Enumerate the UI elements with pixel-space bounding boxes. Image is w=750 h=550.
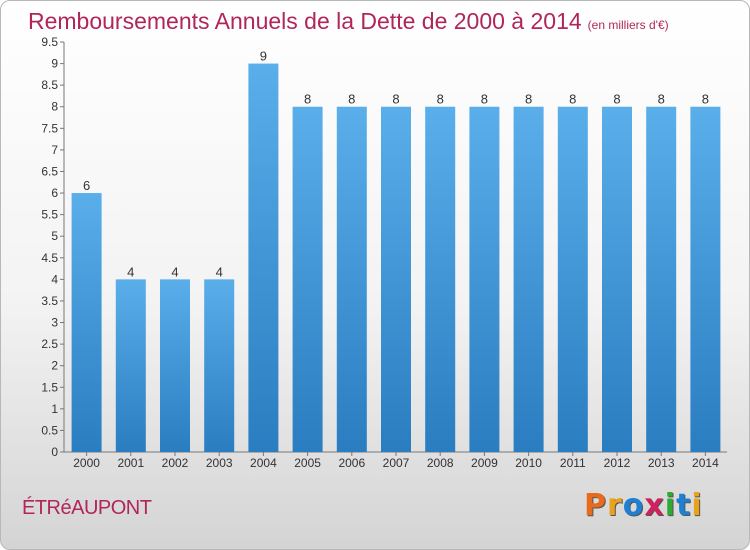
y-tick-label: 0.5 bbox=[41, 423, 58, 437]
x-tick-label: 2012 bbox=[604, 456, 631, 470]
x-tick-label: 2005 bbox=[294, 456, 321, 470]
logo-letter: o bbox=[622, 488, 645, 523]
x-tick-label: 2003 bbox=[206, 456, 233, 470]
bar-2009 bbox=[469, 106, 500, 452]
y-tick-label: 0 bbox=[51, 445, 58, 459]
data-label: 8 bbox=[613, 92, 620, 107]
x-tick-label: 2008 bbox=[427, 456, 454, 470]
x-tick-label: 2006 bbox=[338, 456, 365, 470]
y-tick-label: 5 bbox=[51, 229, 58, 243]
data-label: 4 bbox=[216, 264, 223, 279]
y-tick-label: 4 bbox=[51, 272, 58, 286]
bar-2013 bbox=[646, 106, 677, 452]
y-tick-label: 3.5 bbox=[41, 294, 58, 308]
y-tick-label: 1 bbox=[51, 402, 58, 416]
x-tick-label: 2002 bbox=[162, 456, 189, 470]
y-tick-label: 9.5 bbox=[41, 35, 58, 49]
y-tick-label: 1.5 bbox=[41, 380, 58, 394]
x-tick-label: 2000 bbox=[73, 456, 100, 470]
y-tick-label: 7.5 bbox=[41, 121, 58, 135]
bar-2006 bbox=[336, 106, 367, 452]
data-label: 8 bbox=[304, 92, 311, 107]
x-tick-label: 2011 bbox=[560, 456, 586, 470]
x-tick-label: 2010 bbox=[515, 456, 542, 470]
y-tick-label: 8.5 bbox=[41, 78, 58, 92]
bars: 6 4 4 4 9 8 8 8 8 8 8 8 8 8 8 bbox=[71, 49, 721, 453]
logo-letter: i bbox=[664, 488, 677, 523]
data-label: 8 bbox=[525, 92, 532, 107]
data-label: 4 bbox=[127, 264, 134, 279]
x-tick-label: 2014 bbox=[692, 456, 719, 470]
logo-letter: P bbox=[584, 488, 607, 523]
bar-2012 bbox=[602, 106, 632, 452]
data-label: 8 bbox=[392, 92, 399, 107]
data-label: 8 bbox=[569, 92, 576, 107]
data-label: 8 bbox=[348, 92, 355, 107]
logo-letter: r bbox=[607, 488, 623, 523]
y-tick-label: 2.5 bbox=[41, 337, 58, 351]
chart-title: Remboursements Annuels de la Dette de 20… bbox=[28, 8, 669, 35]
y-tick-label: 9 bbox=[51, 57, 58, 71]
y-tick-label: 5.5 bbox=[41, 208, 58, 222]
bar-2001 bbox=[115, 279, 146, 452]
commune-name: ÉTRéAUPONT bbox=[22, 497, 152, 519]
data-label: 8 bbox=[437, 92, 444, 107]
bar-2008 bbox=[425, 106, 456, 452]
logo-letter: x bbox=[644, 488, 665, 523]
y-tick-label: 4.5 bbox=[41, 251, 58, 265]
data-label: 4 bbox=[171, 264, 178, 279]
bar-2007 bbox=[381, 106, 411, 452]
x-tick-label: 2004 bbox=[250, 456, 277, 470]
bar-2004 bbox=[248, 63, 279, 452]
y-tick-label: 2 bbox=[51, 359, 58, 373]
x-tick-label: 2013 bbox=[648, 456, 675, 470]
chart-unit: (en milliers d'€) bbox=[587, 18, 669, 32]
y-tick-label: 3 bbox=[51, 316, 58, 330]
data-label: 8 bbox=[658, 92, 665, 107]
logo-letter: t bbox=[676, 488, 692, 523]
axes: 0 0.5 1 1.5 2 2.5 3 3.5 4 4.5 5 5.5 6 6.5 7 7.5 8 8.5 9 9.5… bbox=[41, 35, 727, 470]
bar-2005 bbox=[292, 106, 323, 452]
data-label: 8 bbox=[481, 92, 488, 107]
bar-2000 bbox=[71, 193, 102, 453]
data-label: 6 bbox=[83, 178, 90, 193]
bar-2003 bbox=[204, 279, 235, 452]
logo-letter: i bbox=[691, 488, 703, 523]
x-tick-label: 2001 bbox=[117, 456, 144, 470]
y-tick-label: 7 bbox=[51, 143, 58, 157]
chart-title-text: Remboursements Annuels de la Dette de 20… bbox=[28, 8, 582, 34]
x-tick-label: 2007 bbox=[383, 456, 410, 470]
bar-2002 bbox=[160, 279, 190, 452]
bar-2014 bbox=[690, 106, 721, 452]
y-tick-label: 6.5 bbox=[41, 164, 58, 178]
data-label: 9 bbox=[260, 49, 267, 64]
y-tick-label: 6 bbox=[51, 186, 58, 200]
bar-2011 bbox=[557, 106, 588, 452]
proxiti-logo: Proxiti bbox=[584, 488, 703, 523]
x-tick-label: 2009 bbox=[471, 456, 498, 470]
bar-2010 bbox=[513, 106, 544, 452]
y-tick-label: 8 bbox=[51, 100, 58, 114]
data-label: 8 bbox=[702, 92, 709, 107]
